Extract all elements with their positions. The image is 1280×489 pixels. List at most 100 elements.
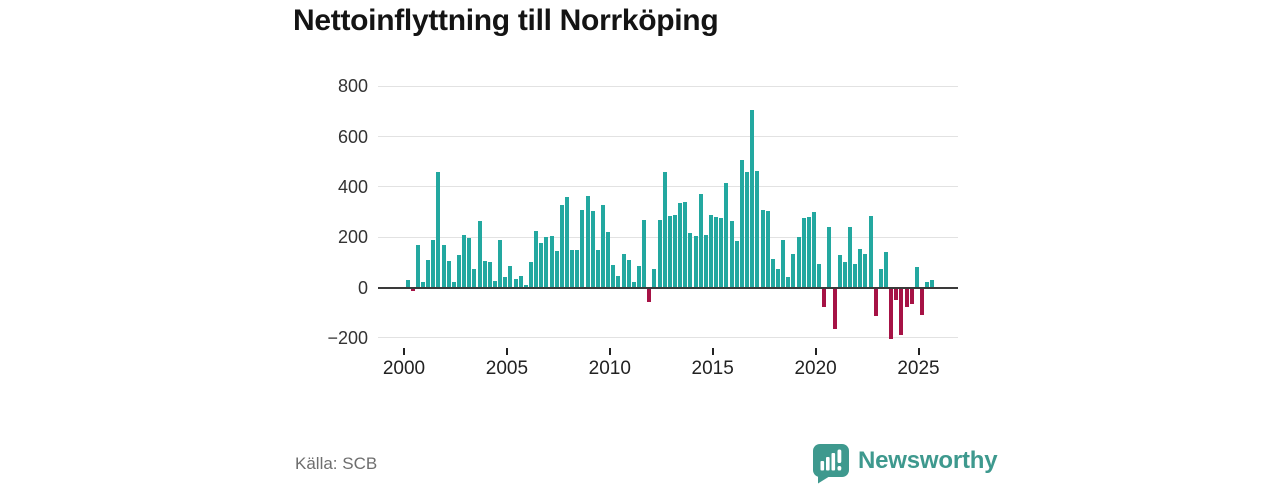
bar-2013-Q4 bbox=[688, 233, 693, 288]
newsworthy-logo: Newsworthy bbox=[812, 443, 998, 484]
bar-2013-Q3 bbox=[683, 201, 688, 288]
bar-2020-Q3 bbox=[827, 227, 832, 288]
bar-2001-Q2 bbox=[431, 239, 436, 288]
x-tick-label-2010: 2010 bbox=[588, 358, 631, 379]
bar-2021-Q2 bbox=[842, 262, 847, 288]
bar-2023-Q4 bbox=[894, 288, 899, 300]
x-tick-label-2020: 2020 bbox=[794, 358, 837, 379]
bar-2014-Q3 bbox=[703, 234, 708, 288]
bar-2003-Q1 bbox=[467, 238, 472, 288]
bar-2001-Q4 bbox=[441, 244, 446, 288]
bar-2002-Q3 bbox=[456, 254, 461, 288]
bar-2008-Q3 bbox=[580, 209, 585, 288]
bar-2021-Q3 bbox=[847, 227, 852, 288]
bar-2012-Q3 bbox=[662, 171, 667, 288]
bar-2025-Q1 bbox=[920, 288, 924, 315]
bar-2022-Q4 bbox=[873, 288, 878, 317]
x-tick-label-2015: 2015 bbox=[691, 358, 734, 379]
bar-2013-Q1 bbox=[673, 214, 678, 288]
bar-2002-Q4 bbox=[462, 234, 467, 288]
gridline-800 bbox=[378, 85, 958, 87]
gridline-600 bbox=[378, 136, 958, 138]
bar-2010-Q2 bbox=[616, 276, 621, 288]
bar-2019-Q4 bbox=[811, 212, 816, 288]
y-tick-label-400: 400 bbox=[337, 176, 368, 197]
bar-2012-Q1 bbox=[652, 268, 657, 288]
bar-2024-Q2 bbox=[904, 288, 909, 308]
bar-2000-Q4 bbox=[420, 282, 425, 288]
x-tick-label-2005: 2005 bbox=[485, 358, 529, 379]
bar-2018-Q2 bbox=[781, 239, 786, 288]
bar-2017-Q2 bbox=[760, 209, 765, 288]
bar-2010-Q1 bbox=[611, 264, 616, 288]
bar-2007-Q3 bbox=[559, 204, 564, 288]
bar-2018-Q1 bbox=[775, 268, 780, 288]
bar-2017-Q3 bbox=[765, 210, 770, 288]
bar-2008-Q2 bbox=[575, 249, 580, 288]
bar-2014-Q1 bbox=[693, 235, 698, 288]
bar-2025-Q2 bbox=[925, 282, 930, 288]
bar-2003-Q4 bbox=[482, 261, 487, 288]
bar-2001-Q3 bbox=[436, 171, 441, 288]
bar-2016-Q1 bbox=[734, 240, 739, 288]
bar-2015-Q2 bbox=[719, 218, 724, 288]
y-tick-label-800: 800 bbox=[337, 76, 368, 97]
gridline-400 bbox=[378, 186, 958, 188]
bar-2009-Q2 bbox=[595, 249, 600, 288]
bar-2016-Q4 bbox=[750, 110, 755, 288]
bar-2007-Q1 bbox=[549, 235, 554, 288]
y-tick-label-200: 200 bbox=[337, 227, 368, 248]
bar-2016-Q2 bbox=[739, 160, 744, 288]
bar-2002-Q1 bbox=[446, 261, 451, 288]
bar-2009-Q4 bbox=[606, 232, 611, 288]
bar-2008-Q4 bbox=[585, 195, 590, 288]
bar-2023-Q3 bbox=[889, 288, 894, 339]
bar-2004-Q3 bbox=[498, 239, 503, 288]
x-tick-label-2025: 2025 bbox=[897, 358, 940, 379]
bar-2013-Q2 bbox=[678, 203, 683, 288]
bar-2021-Q1 bbox=[837, 254, 842, 288]
x-tick-2010 bbox=[608, 348, 611, 355]
zero-axis-line bbox=[378, 286, 958, 289]
newsworthy-speech-bubble-bar-chart-icon bbox=[812, 443, 850, 489]
y-tick-label-0: 0 bbox=[357, 277, 368, 298]
bar-2007-Q4 bbox=[564, 196, 569, 288]
bar-2015-Q1 bbox=[714, 217, 719, 288]
bar-2005-Q2 bbox=[513, 278, 518, 288]
bar-2007-Q2 bbox=[554, 251, 559, 288]
bar-2003-Q2 bbox=[472, 268, 477, 288]
bar-2023-Q2 bbox=[883, 252, 888, 288]
y-tick-label-600: 600 bbox=[337, 126, 368, 147]
x-tick-2000 bbox=[403, 348, 405, 355]
bar-2019-Q2 bbox=[801, 218, 806, 288]
x-tick-2025 bbox=[917, 348, 920, 355]
bar-2008-Q1 bbox=[570, 249, 575, 288]
bar-2018-Q3 bbox=[786, 277, 791, 288]
plot-area: 2000 2005 2010 2015 2020 2025 bbox=[378, 78, 960, 388]
bar-2023-Q1 bbox=[878, 268, 883, 288]
bar-2002-Q2 bbox=[451, 282, 456, 288]
bar-2024-Q3 bbox=[909, 288, 914, 304]
bar-2019-Q1 bbox=[796, 237, 801, 288]
bar-2020-Q2 bbox=[822, 288, 827, 308]
bar-2006-Q1 bbox=[528, 262, 533, 288]
bar-2017-Q1 bbox=[755, 170, 760, 288]
y-tick-label--200: −200 bbox=[327, 327, 368, 348]
bar-2018-Q4 bbox=[791, 253, 796, 288]
bar-2015-Q3 bbox=[724, 183, 729, 288]
bar-2015-Q4 bbox=[729, 220, 734, 288]
bar-2022-Q1 bbox=[858, 248, 863, 288]
bar-2011-Q4 bbox=[647, 288, 652, 303]
bar-2009-Q3 bbox=[601, 204, 605, 288]
bar-2005-Q3 bbox=[518, 276, 523, 288]
bar-2019-Q3 bbox=[806, 217, 811, 288]
x-tick-2020 bbox=[814, 348, 817, 355]
bar-2024-Q4 bbox=[914, 267, 919, 288]
bar-2022-Q2 bbox=[863, 253, 868, 288]
bar-2020-Q4 bbox=[832, 288, 837, 329]
bar-2016-Q3 bbox=[745, 171, 750, 288]
source-attribution: Källa: SCB bbox=[295, 454, 378, 473]
bar-2006-Q4 bbox=[544, 237, 549, 288]
bar-2011-Q3 bbox=[642, 219, 647, 288]
bar-2000-Q3 bbox=[415, 244, 420, 288]
